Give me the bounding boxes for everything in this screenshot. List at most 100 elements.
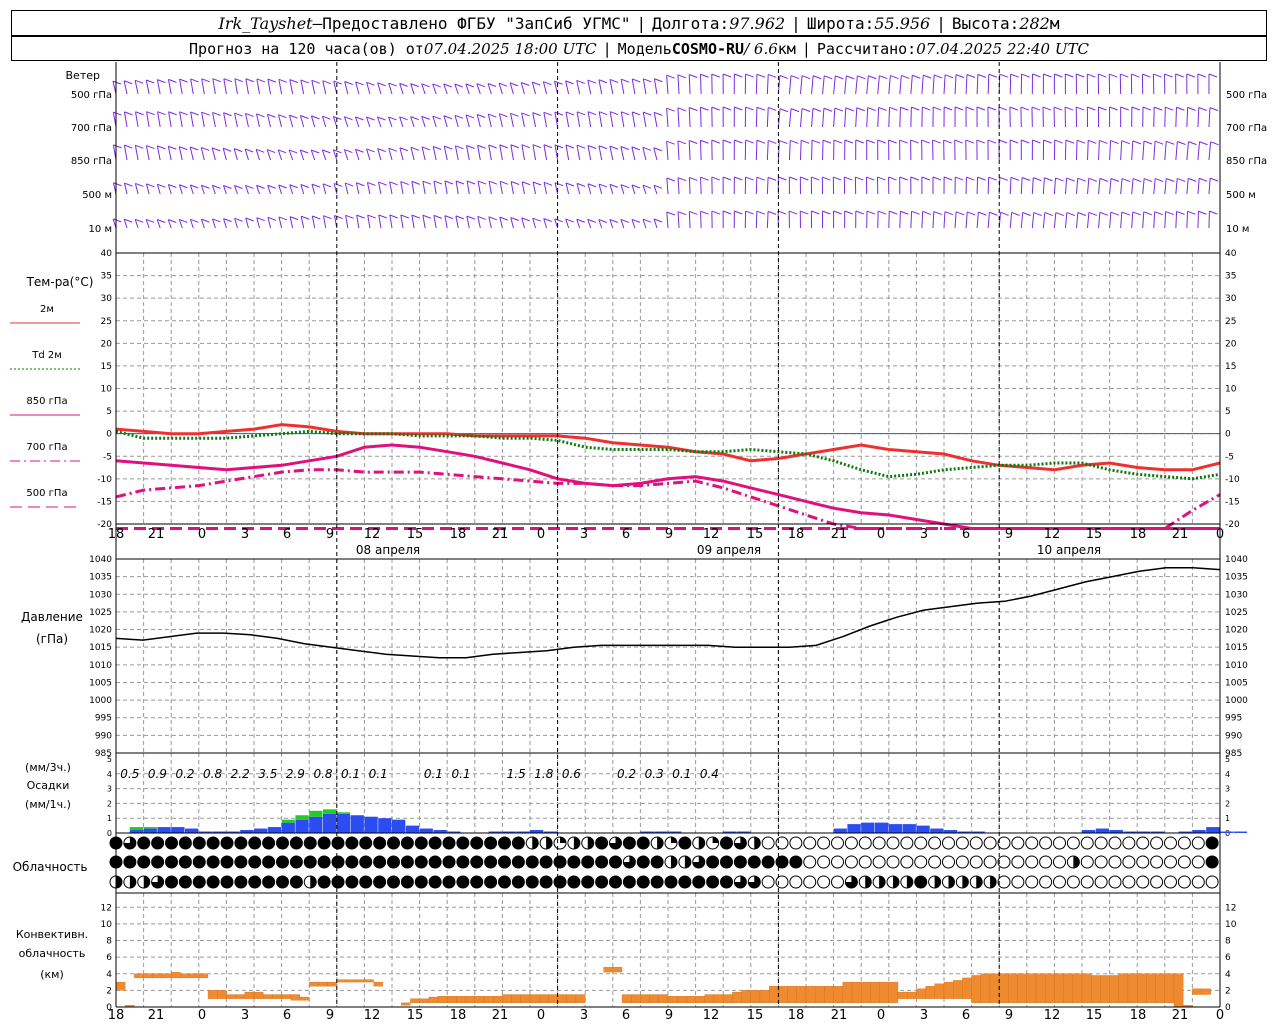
wind-barb <box>576 219 581 229</box>
wind-barb-feather <box>846 75 855 80</box>
cloud-fill-full <box>248 856 261 868</box>
wind-barb-feather <box>868 75 877 80</box>
wind-barb <box>156 184 161 195</box>
wind-barb <box>1186 107 1189 128</box>
wind-barb-feather <box>278 184 287 189</box>
wind-barb <box>410 116 415 128</box>
wind-barb-feather <box>620 78 630 83</box>
wind-barb-feather <box>212 78 221 83</box>
conv-cloud-bar <box>401 1002 411 1006</box>
wind-barb <box>1175 211 1178 229</box>
precip-bar <box>143 828 157 833</box>
wind-level-label: 700 гПа <box>71 123 112 134</box>
pressure-tick-right: 1035 <box>1225 573 1248 583</box>
wind-barb <box>234 218 238 229</box>
cloud-fill-full <box>318 856 331 868</box>
wind-barb <box>855 107 858 128</box>
wind-barb <box>499 181 503 195</box>
conv-cloud-bar <box>502 994 512 1003</box>
cloud-fill-full <box>720 856 733 868</box>
wind-barb <box>443 146 448 161</box>
conv-tick-right: 6 <box>1225 953 1231 963</box>
wind-barb <box>965 211 968 229</box>
wind-barb <box>1053 177 1056 195</box>
wind-barb <box>277 149 283 161</box>
conv-cloud-bar <box>732 991 742 1003</box>
wind-barb <box>399 147 404 161</box>
cloud-fill-full <box>221 876 233 888</box>
wind-barb-feather <box>212 184 221 189</box>
cloud-fill-full <box>651 876 664 888</box>
temp-tick-right: 40 <box>1225 249 1237 259</box>
conv-cloud-bar <box>888 981 899 1003</box>
hour-label-temp: 21 <box>831 527 848 542</box>
wind-barb-feather <box>366 81 375 86</box>
hour-label-temp: 9 <box>1005 527 1013 542</box>
hour-label-temp: 3 <box>241 527 249 542</box>
wind-barb-feather <box>711 73 720 78</box>
wind-barb <box>322 80 327 95</box>
wind-barb-feather <box>256 217 265 222</box>
wind-barb-feather <box>988 176 997 181</box>
wind-barb <box>189 146 194 161</box>
wind-barb-feather <box>465 114 475 119</box>
wind-barb <box>322 215 327 229</box>
wind-barb <box>788 140 791 161</box>
wind-barb-feather <box>932 139 941 144</box>
hour-label-bottom: 6 <box>283 1008 291 1023</box>
wind-barb-feather <box>245 112 254 117</box>
cloud-circle <box>1039 836 1053 850</box>
wind-barb <box>653 147 658 161</box>
conv-cloud-bar <box>980 973 991 1003</box>
wind-barb-feather <box>1209 210 1218 215</box>
wind-barb <box>365 116 371 128</box>
hour-label-temp: 0 <box>537 527 545 542</box>
cloud-fill-full <box>304 856 317 868</box>
precip-tick-right: 3 <box>1225 785 1230 794</box>
wind-barb-feather <box>278 114 287 119</box>
wind-barb-feather <box>745 176 754 181</box>
wind-barb <box>1098 140 1100 161</box>
cloud-fill-full <box>276 837 289 849</box>
wind-barb <box>178 219 183 229</box>
conv-cloud-bar <box>1192 988 1202 995</box>
conv-cloud-bar <box>364 979 374 983</box>
cloud-circle <box>1108 836 1122 850</box>
conv-cloud-bar <box>180 973 190 979</box>
wind-barb-feather <box>532 144 542 149</box>
wind-barb-feather <box>300 79 310 84</box>
conv-cloud-bar <box>428 996 439 1003</box>
wind-barb-feather <box>877 139 886 144</box>
wind-barb-feather <box>844 210 853 215</box>
wind-barb <box>245 78 249 95</box>
wind-barb-feather <box>1022 212 1031 216</box>
hour-label-temp: 18 <box>1130 527 1147 542</box>
wind-barb <box>521 112 525 128</box>
conv-cloud-bar <box>511 994 521 1003</box>
wind-barb <box>543 112 548 128</box>
wind-barb <box>1075 178 1079 195</box>
wind-barb <box>289 184 294 195</box>
model-label: Модель <box>617 39 672 58</box>
forecast-start: 07.04.2025 18:00 UTC <box>423 39 597 58</box>
hour-label-bottom: 9 <box>326 1008 334 1023</box>
wind-barb <box>454 145 459 161</box>
wind-barb <box>344 81 349 95</box>
wind-barb-feather <box>987 139 997 144</box>
wind-barb <box>811 108 814 128</box>
precip-bar <box>543 831 558 833</box>
pressure-tick: 1015 <box>89 643 112 653</box>
wind-barb <box>565 218 570 229</box>
wind-barb <box>766 140 769 161</box>
wind-barb-feather <box>157 79 166 84</box>
wind-barb <box>278 216 283 229</box>
wind-barb <box>245 217 249 229</box>
wind-barb-feather <box>943 106 953 111</box>
wind-barb <box>642 219 647 229</box>
wind-barb-feather <box>554 218 563 223</box>
conv-cloud-bar <box>1081 973 1092 1003</box>
wind-barb <box>888 75 891 95</box>
wind-barb-feather <box>1208 73 1218 78</box>
wind-barb <box>688 74 691 95</box>
conv-cloud-bar <box>713 994 724 1003</box>
